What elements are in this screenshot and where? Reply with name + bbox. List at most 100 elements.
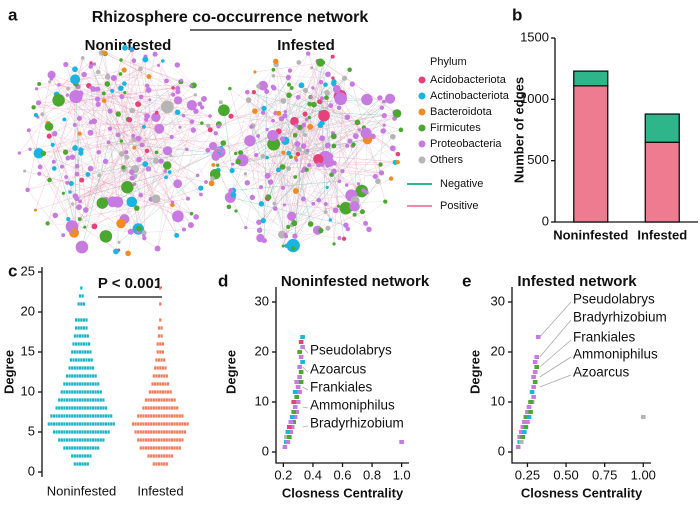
network-node — [193, 108, 199, 114]
network-node — [325, 71, 331, 78]
network-node — [74, 171, 80, 177]
network-node — [381, 112, 387, 119]
network-node — [173, 96, 183, 105]
network-node — [65, 155, 71, 161]
network-node — [138, 192, 144, 198]
network-node — [287, 211, 297, 221]
point — [292, 390, 298, 394]
bar-segment — [573, 70, 609, 87]
network-node — [380, 128, 386, 134]
network-node — [301, 122, 307, 128]
network-node — [229, 168, 235, 174]
network-edge — [228, 86, 259, 207]
network-node — [357, 128, 361, 132]
network-node — [66, 217, 71, 222]
network-node — [349, 81, 355, 87]
network-node — [208, 180, 215, 187]
network-edge — [154, 53, 194, 86]
network-edge — [276, 64, 295, 122]
network-node — [80, 56, 85, 60]
panel-label: d — [218, 271, 228, 290]
network-node — [89, 61, 93, 65]
network-node — [81, 71, 87, 78]
network-node — [181, 113, 186, 118]
network-node — [170, 200, 175, 204]
network-edge — [233, 194, 296, 237]
x-axis-label: Closness Centrality — [521, 485, 643, 500]
network-edge — [74, 123, 219, 126]
network-node — [101, 91, 106, 96]
network-edge — [68, 71, 99, 89]
network-node — [74, 163, 80, 169]
y-tick-label: 500 — [527, 152, 549, 167]
network-node — [142, 161, 149, 167]
network-node — [78, 199, 82, 204]
network-edge — [39, 124, 75, 174]
network-node — [378, 162, 383, 167]
network-node — [102, 158, 109, 165]
network-node — [295, 146, 302, 152]
network-edge — [98, 117, 157, 153]
point — [287, 435, 292, 439]
network-node — [324, 89, 330, 96]
network-node — [175, 89, 181, 95]
network-node — [47, 70, 56, 79]
network-node — [294, 158, 299, 162]
network-edge — [212, 145, 264, 221]
network-node — [318, 109, 330, 122]
network-node — [213, 131, 218, 136]
y-axis-label: Degree — [223, 350, 238, 394]
network-node — [286, 150, 292, 156]
network-edge — [120, 73, 149, 77]
annotation: Pseudolabrys — [573, 292, 655, 307]
network-node — [68, 190, 72, 194]
chart-title: Rhizosphere co-occurrence network — [92, 9, 369, 26]
network-node — [281, 185, 286, 190]
x-tick-label: 0.2 — [274, 467, 292, 482]
network-node — [267, 137, 281, 151]
network-node — [181, 227, 186, 232]
network-edge — [52, 144, 77, 199]
network-edge — [235, 100, 249, 154]
network-node — [290, 116, 299, 126]
network-node — [199, 192, 203, 197]
network-node — [151, 112, 161, 122]
network-edge — [245, 197, 253, 228]
network-node — [104, 74, 111, 80]
network-node — [307, 101, 312, 107]
network-node — [145, 166, 152, 172]
point — [525, 410, 530, 414]
network-edge — [312, 87, 353, 146]
network-edge — [133, 54, 156, 140]
network-node — [46, 133, 52, 139]
point — [297, 365, 302, 369]
network-edge — [155, 117, 168, 151]
y-tick-label: 30 — [491, 293, 505, 308]
network-node — [138, 94, 144, 100]
network-node — [296, 60, 302, 65]
network-node — [325, 225, 331, 231]
network-node — [303, 133, 308, 138]
panel-label: a — [8, 5, 18, 24]
network-node — [113, 248, 119, 255]
network-node — [112, 196, 124, 208]
network-node — [323, 210, 328, 214]
network-node — [267, 179, 274, 185]
network-edge — [218, 71, 256, 127]
network-edge — [263, 140, 286, 221]
network-edge — [70, 177, 133, 193]
network-node — [110, 88, 115, 93]
network-node — [292, 133, 298, 138]
point — [529, 390, 535, 394]
network-node — [161, 59, 165, 63]
network-node — [83, 225, 87, 229]
network-edge — [291, 87, 396, 163]
network-node — [295, 151, 301, 157]
network-node — [295, 94, 301, 100]
network-node — [356, 182, 361, 186]
network-node — [286, 238, 300, 253]
point — [300, 345, 305, 349]
panel-label: c — [8, 261, 17, 280]
network-node — [281, 244, 285, 248]
annotation: P < 0.001 — [98, 275, 162, 292]
